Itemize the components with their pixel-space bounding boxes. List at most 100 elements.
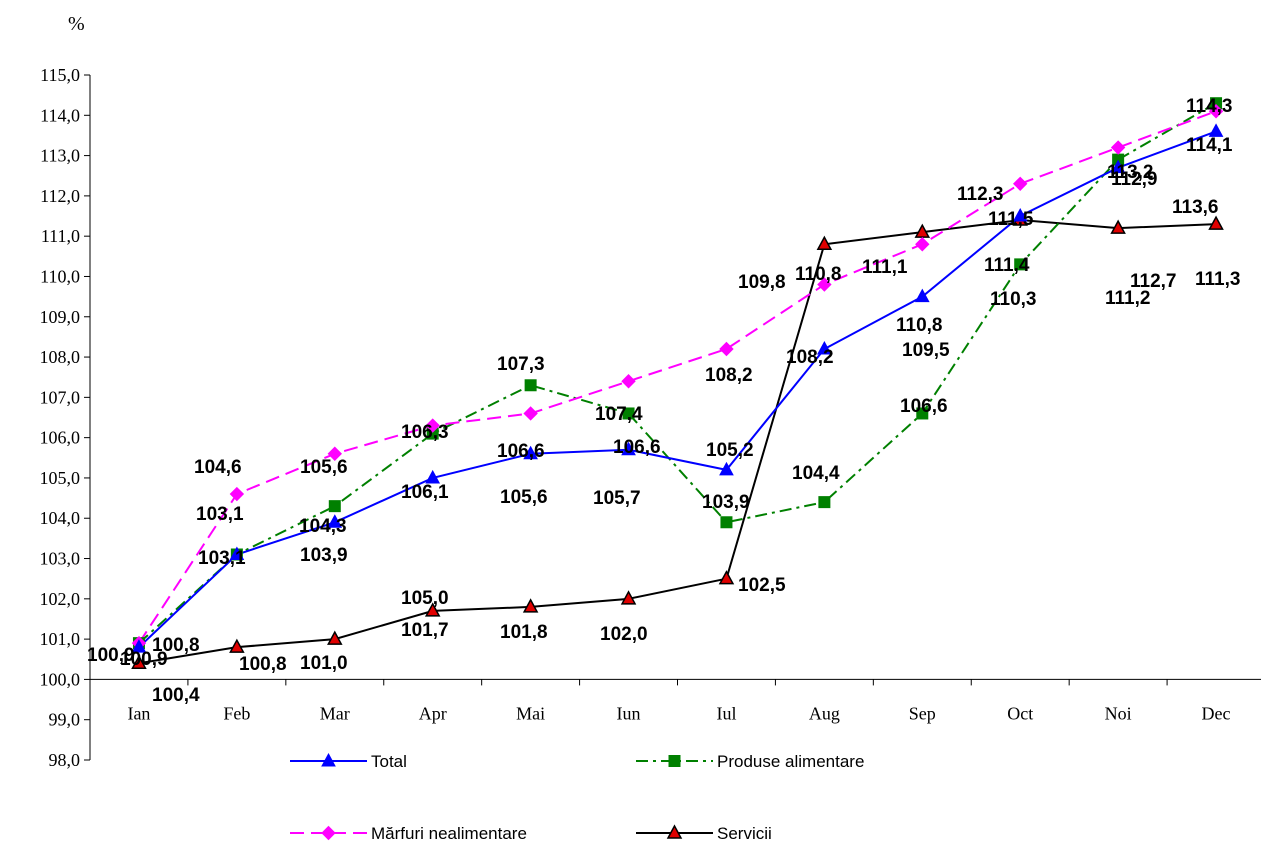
data-point-services [1208,215,1224,230]
y-tick-label: 107,0 [40,387,81,407]
data-label-services: 111,1 [862,257,908,278]
data-label-food: 104,3 [299,516,347,537]
data-label-total: 105,2 [706,440,754,461]
data-label-nonfood: 106,3 [401,422,449,443]
data-label-nonfood: 110,8 [896,315,943,336]
y-tick-label: 115,0 [40,65,80,85]
data-label-total: 105,6 [500,487,548,508]
data-point-total [425,469,441,484]
data-label-total: 103,1 [196,504,244,525]
series-lines [138,102,1217,665]
series-line-services [138,219,1217,665]
x-tick-label: Sep [909,703,936,723]
x-tick-label: Mai [516,703,545,723]
data-labels: 100,8 103,1 103,9 105,0 105,6 105,7 105,2 108,2… [87,96,1240,706]
y-tick-label: 108,0 [40,347,81,367]
data-point-food [916,407,929,420]
data-label-total: 112,7 [1130,271,1177,292]
data-point-nonfood [1110,140,1126,155]
legend-label-nonfood: Mărfuri nealimentare [371,824,527,843]
data-point-services [816,235,833,250]
data-label-food: 106,6 [900,396,948,417]
data-label-food: 103,9 [702,492,750,513]
data-label-nonfood: 114,1 [1186,135,1233,156]
data-label-food: 100,9 [120,649,168,670]
data-label-total: 105,0 [401,588,449,609]
data-point-nonfood [621,374,636,389]
data-point-services [131,654,147,670]
data-label-food: 107,3 [497,354,545,375]
data-label-food: 112,9 [1111,169,1158,190]
y-unit-label: % [68,13,85,35]
y-tick-label: 109,0 [40,307,81,327]
data-label-services: 102,5 [738,575,786,596]
data-point-total [719,461,734,476]
series-markers [131,97,1224,670]
y-tick-label: 99,0 [49,710,81,730]
data-label-food: 110,3 [990,289,1037,310]
data-point-nonfood [719,341,734,357]
data-point-nonfood [915,237,930,252]
data-point-total [621,441,636,456]
legend-marker-food [668,755,681,767]
y-tick-label: 98,0 [49,750,81,770]
data-point-services [424,602,441,617]
legend-marker-nonfood [321,825,336,841]
y-tick-label: 105,0 [40,468,81,488]
legend-label-food: Produse alimentare [717,752,864,771]
data-label-services: 100,8 [239,654,287,675]
x-tick-label: Apr [419,703,447,723]
data-label-nonfood: 107,4 [595,404,643,425]
data-point-food [720,516,733,529]
legend-marker-services [666,824,683,839]
data-point-nonfood [817,277,832,292]
x-tick-label: Mar [320,703,350,723]
data-label-services: 111,3 [1195,269,1240,290]
data-point-food [1014,258,1027,271]
series-line-nonfood [138,110,1217,644]
data-label-nonfood: 106,6 [497,441,545,462]
data-label-total: 108,2 [786,347,834,368]
data-point-food [328,500,341,513]
y-tick-label: 102,0 [40,589,81,609]
x-tick-label: Feb [223,703,250,723]
data-point-food [622,407,635,420]
data-label-total: 100,8 [152,635,200,656]
y-tick-label: 112,0 [40,186,80,206]
data-label-food: 106,6 [613,437,661,458]
legend-label-services: Servicii [717,824,772,843]
data-point-services [718,570,735,585]
data-point-services [1110,219,1126,234]
data-label-nonfood: 112,3 [957,184,1004,205]
y-tick-label: 113,0 [40,146,80,166]
data-label-services: 101,7 [401,620,449,641]
data-point-total [1110,159,1126,174]
x-tick-label: Iul [716,703,736,723]
y-tick-label: 106,0 [40,428,81,448]
data-point-total [327,514,343,528]
data-label-food: 106,1 [401,482,449,503]
x-tick-label: Dec [1202,703,1231,723]
data-label-services: 101,0 [300,653,348,674]
data-label-services: 100,4 [152,685,200,706]
y-tick-label: 104,0 [40,508,81,528]
data-label-nonfood: 104,6 [194,457,242,478]
data-label-nonfood: 108,2 [705,365,753,386]
y-tick-label: 110,0 [40,266,80,286]
data-label-nonfood: 100,9 [87,645,135,666]
data-label-food: 114,3 [1186,96,1233,117]
data-point-nonfood [327,446,342,461]
axes: 98,099,0100,0101,0102,0103,0104,0105,010… [40,65,1261,770]
data-label-total: 105,7 [593,488,641,509]
data-point-total [817,340,832,355]
data-point-total [131,639,147,653]
data-label-total: 113,6 [1172,197,1219,218]
y-tick-label: 111,0 [41,226,80,246]
data-point-total [229,546,245,560]
series-line-food [138,102,1217,644]
data-point-total [523,445,538,460]
data-label-total: 103,9 [300,545,348,566]
x-tick-label: Noi [1105,703,1132,723]
data-label-nonfood: 113,2 [1107,162,1154,183]
